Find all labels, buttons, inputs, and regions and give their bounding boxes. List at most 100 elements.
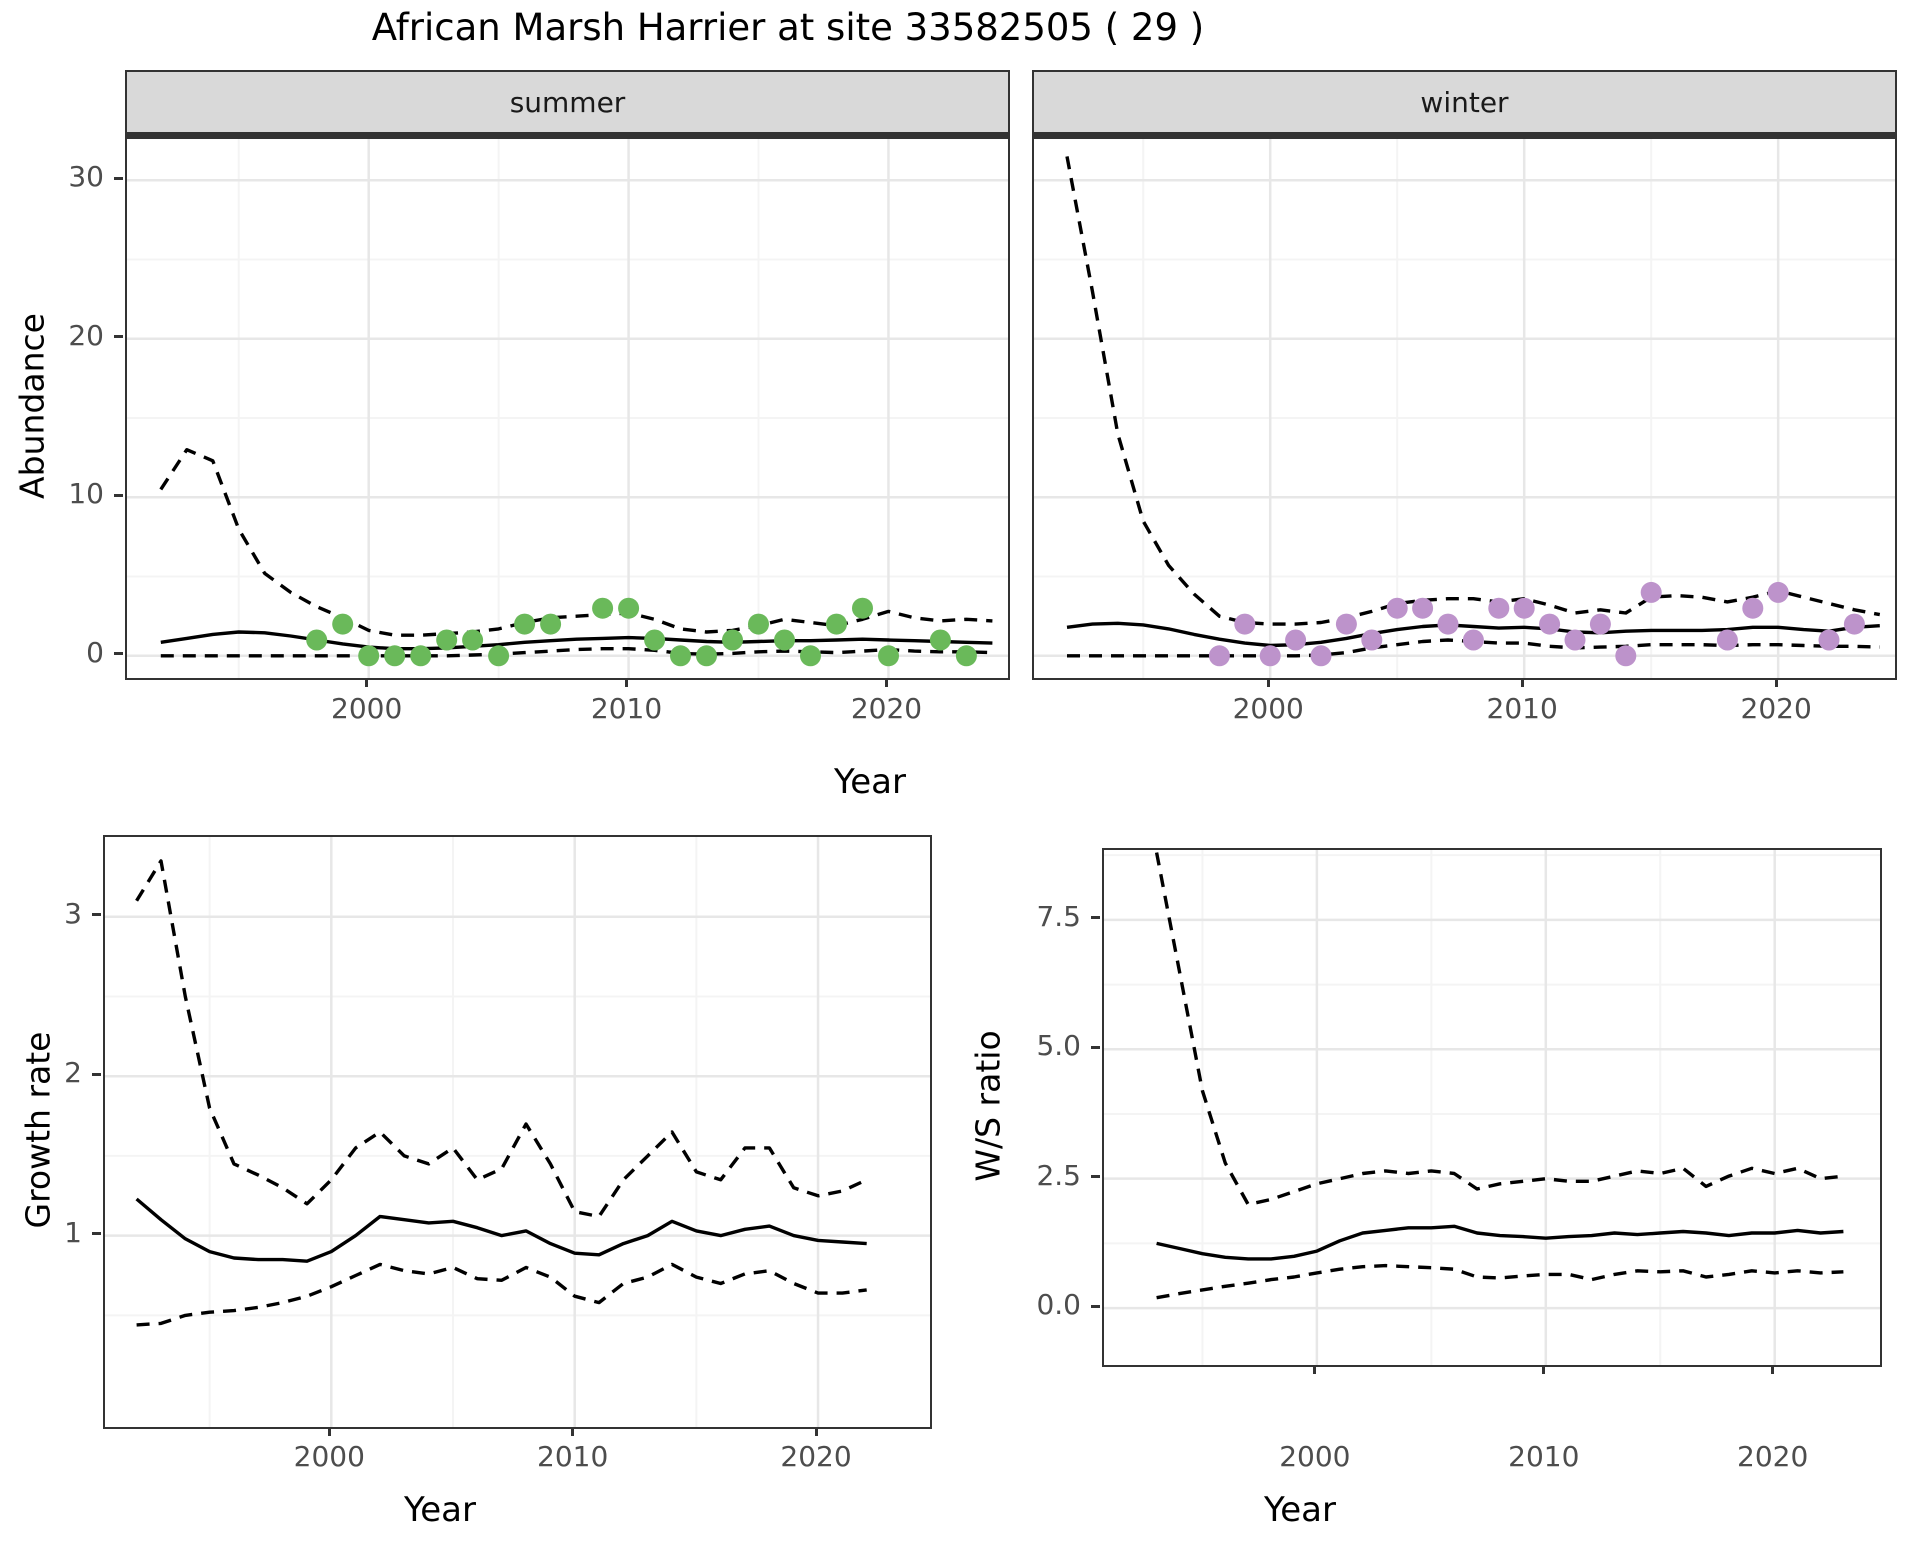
- y-tick-label: 20: [68, 318, 104, 352]
- axis-tick: [1091, 916, 1100, 920]
- axis-tick: [92, 913, 101, 917]
- y-tick-label: 30: [68, 160, 104, 194]
- axis-tick: [1266, 678, 1270, 687]
- observed-point: [1716, 629, 1738, 651]
- axis-tick: [1091, 1175, 1100, 1179]
- axis-tick: [1091, 1045, 1100, 1049]
- x-tick-label: 2010: [590, 692, 663, 725]
- ws-ratio-panel: [1102, 848, 1882, 1367]
- observed-point: [1488, 597, 1510, 619]
- observed-point: [644, 629, 666, 651]
- observed-point: [1742, 597, 1764, 619]
- x-tick-label: 2020: [1740, 692, 1812, 725]
- observed-point: [1589, 613, 1611, 635]
- facet-strip-summer: summer: [125, 70, 1010, 138]
- observed-point: [955, 645, 977, 667]
- observed-point: [1310, 645, 1332, 667]
- lower-ci-line: [160, 647, 993, 658]
- y-tick-label: 0: [86, 635, 104, 669]
- facet-strip-winter-label: winter: [1420, 85, 1509, 119]
- observed-point: [696, 645, 717, 667]
- lower-ci-line: [136, 1262, 867, 1327]
- observed-point: [592, 597, 614, 619]
- axis-tick: [114, 176, 123, 180]
- axis-tick: [1774, 678, 1778, 687]
- x-tick-label: 2000: [1279, 1440, 1351, 1473]
- y-tick-label: 2.5: [1036, 1158, 1081, 1192]
- observed-point: [826, 613, 847, 635]
- axis-tick: [625, 678, 629, 687]
- axis-tick: [814, 1427, 818, 1436]
- x-tick-label: 2010: [537, 1440, 609, 1473]
- axis-tick: [1542, 1365, 1546, 1374]
- observed-point: [1843, 613, 1865, 635]
- y-tick-label: 5.0: [1036, 1029, 1081, 1063]
- axis-tick: [884, 678, 888, 687]
- observed-point: [384, 645, 406, 667]
- y-tick-label: 0.0: [1036, 1288, 1081, 1322]
- upper-ci-line: [1154, 852, 1844, 1207]
- axis-tick: [114, 493, 123, 497]
- x-tick-label: 2000: [1232, 692, 1304, 725]
- observed-point: [1539, 613, 1561, 635]
- observed-point: [410, 645, 432, 667]
- x-tick-label: 2010: [1486, 692, 1558, 725]
- upper-ci-line: [135, 859, 868, 1219]
- axis-tick: [571, 1427, 575, 1436]
- fitted-line: [135, 1197, 867, 1263]
- x-tick-label: 2020: [850, 692, 923, 725]
- top-year-axis-title: Year: [834, 762, 906, 802]
- observed-point: [306, 629, 328, 651]
- observed-point: [670, 645, 691, 667]
- growth-rate-panel: [103, 835, 932, 1429]
- growth-year-axis-title: Year: [404, 1490, 476, 1530]
- fitted-line: [1066, 621, 1880, 648]
- observed-point: [1234, 613, 1256, 635]
- x-tick-label: 2020: [780, 1440, 852, 1473]
- observed-point: [1386, 597, 1408, 619]
- x-tick-label: 2010: [1508, 1440, 1580, 1473]
- facet-strip-winter: winter: [1032, 70, 1897, 138]
- observed-point: [774, 629, 795, 651]
- fitted-line: [160, 630, 993, 651]
- upper-ci-line: [159, 448, 993, 637]
- fitted-line: [1156, 1224, 1844, 1261]
- x-tick-label: 2020: [1737, 1440, 1809, 1473]
- observed-point: [800, 645, 821, 667]
- y-tick-label: 2: [64, 1056, 82, 1090]
- ws-year-axis-title: Year: [1264, 1490, 1336, 1530]
- facet-strip-summer-label: summer: [509, 85, 626, 119]
- axis-tick: [92, 1232, 101, 1236]
- axis-tick: [1520, 678, 1524, 687]
- observed-point: [1361, 629, 1383, 651]
- observed-point: [358, 645, 380, 667]
- observed-point: [332, 613, 354, 635]
- observed-point: [1462, 629, 1484, 651]
- x-tick-label: 2000: [331, 692, 403, 725]
- y-tick-label: 1: [64, 1215, 82, 1249]
- lower-ci-line: [1156, 1263, 1844, 1300]
- observed-point: [514, 613, 536, 635]
- abundance-summer-panel: [125, 137, 1010, 680]
- axis-tick: [1313, 1365, 1317, 1374]
- observed-point: [1335, 613, 1357, 635]
- observed-point: [1640, 581, 1662, 603]
- observed-point: [540, 613, 562, 635]
- page-title: African Marsh Harrier at site 33582505 (…: [371, 6, 1205, 49]
- observed-point: [1818, 629, 1840, 651]
- observed-point: [852, 597, 873, 619]
- x-tick-label: 2000: [293, 1440, 365, 1473]
- abundance-winter-panel: [1032, 137, 1897, 680]
- observed-point: [462, 629, 484, 651]
- observed-point: [722, 629, 743, 651]
- axis-tick: [1771, 1365, 1775, 1374]
- observed-point: [1412, 597, 1434, 619]
- observed-point: [618, 597, 640, 619]
- axis-tick: [114, 652, 123, 656]
- upper-ci-line: [1065, 156, 1881, 626]
- observed-point: [1767, 581, 1789, 603]
- axis-tick: [1091, 1304, 1100, 1308]
- axis-tick: [114, 335, 123, 339]
- observed-point: [1615, 645, 1637, 667]
